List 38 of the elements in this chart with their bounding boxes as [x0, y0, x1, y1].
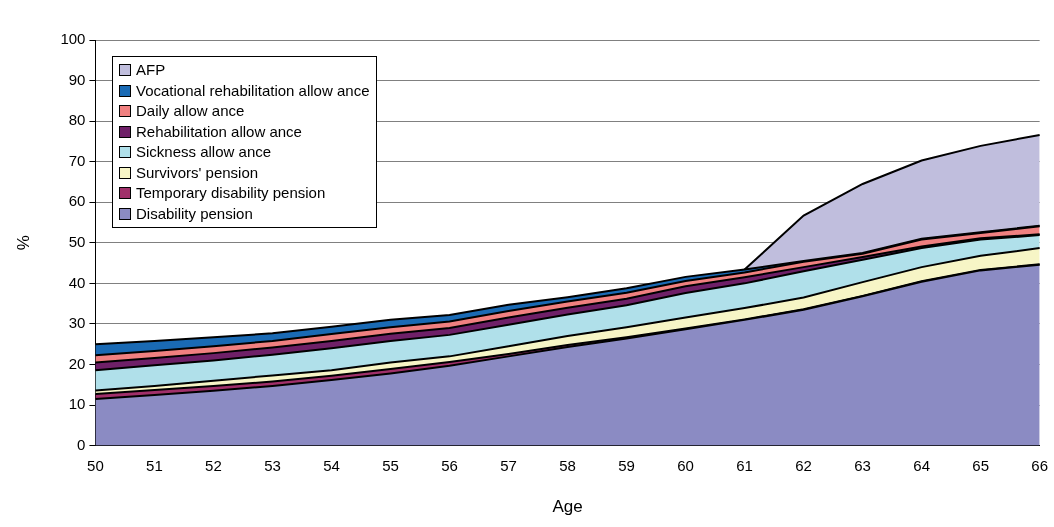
y-tick-label: 80 [68, 111, 86, 129]
x-tick-label: 57 [500, 456, 517, 474]
x-tick-label: 55 [382, 456, 399, 474]
legend-label: Daily allow ance [136, 101, 245, 121]
x-tick-label: 52 [205, 456, 222, 474]
legend-label: Survivors' pension [136, 162, 259, 183]
x-tick-label: 60 [677, 456, 694, 474]
x-tick-label: 50 [87, 456, 104, 474]
x-tick-label: 59 [618, 456, 635, 474]
x-tick-label: 65 [972, 456, 989, 474]
y-tick-label: 0 [77, 435, 86, 453]
y-tick-label: 70 [68, 151, 86, 169]
y-tick-label: 60 [68, 192, 86, 210]
y-tick-label: 40 [68, 273, 86, 291]
x-tick-label: 51 [146, 456, 163, 474]
legend-label: Sickness allow ance [136, 142, 272, 162]
x-tick-label: 61 [736, 456, 753, 474]
x-tick-label: 63 [854, 456, 871, 474]
x-tick-label: 54 [323, 456, 340, 474]
x-tick-label: 53 [264, 456, 281, 474]
y-axis-title: % [13, 235, 33, 251]
legend-label: Disability pension [136, 203, 253, 224]
y-tick-label: 50 [68, 232, 86, 250]
x-tick-label: 62 [795, 456, 812, 474]
x-tick-label: 64 [913, 456, 930, 474]
y-tick-label: 30 [68, 314, 86, 332]
legend-label: AFP [136, 60, 166, 80]
legend-label: Vocational rehabilitation allow ance [136, 80, 370, 101]
y-tick-label: 100 [60, 30, 86, 48]
legend-label: Temporary disability pension [136, 183, 326, 203]
x-tick-label: 58 [559, 456, 576, 474]
y-tick-label: 20 [68, 354, 86, 372]
x-tick-label: 56 [441, 456, 458, 474]
x-axis-title: Age [552, 497, 583, 517]
x-tick-label: 66 [1031, 456, 1048, 474]
y-tick-label: 10 [68, 395, 86, 413]
legend-label: Rehabilitation allow ance [136, 121, 302, 142]
y-tick-label: 90 [68, 70, 86, 88]
